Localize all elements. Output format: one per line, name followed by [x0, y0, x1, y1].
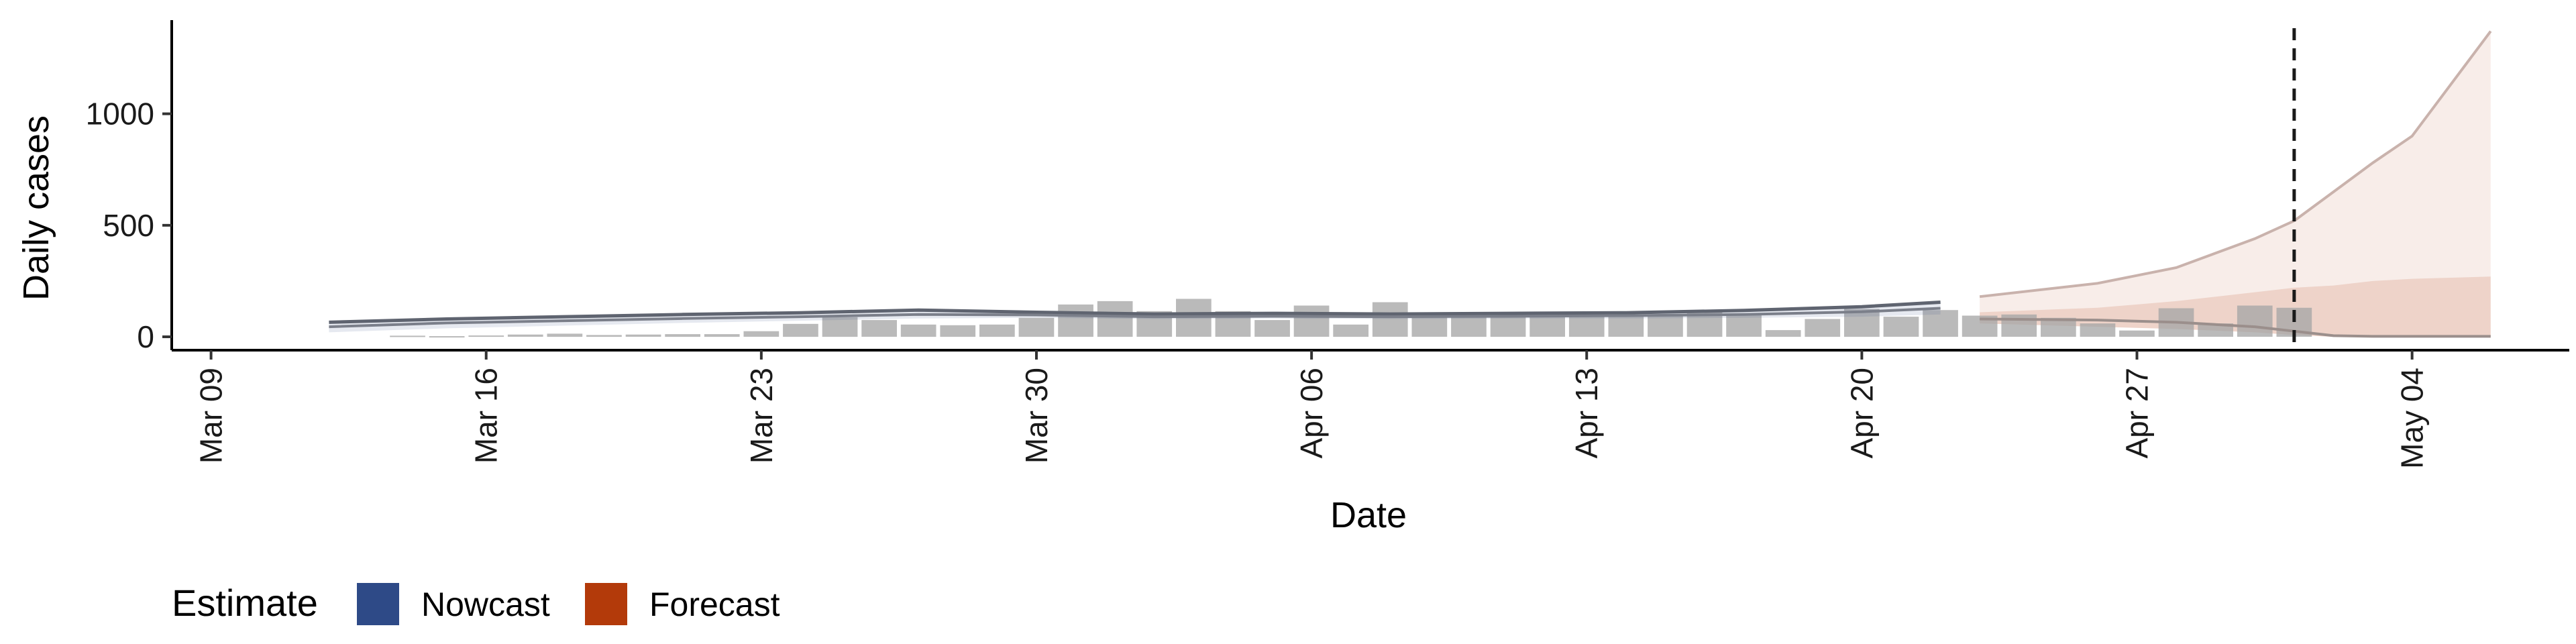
case-bar — [900, 324, 936, 337]
x-tick-label: Apr 06 — [1294, 368, 1329, 459]
case-bar — [2080, 323, 2116, 337]
forecast-band-outer — [1980, 31, 2491, 337]
case-bar — [1765, 330, 1801, 337]
case-bar — [1097, 301, 1133, 337]
case-bar — [586, 335, 622, 337]
ticks: 0 500 1000 Mar 09 Mar 16 Mar 23 Mar 30 Apr 06 Ap… — [86, 97, 2430, 469]
x-tick-label: Mar 23 — [744, 368, 779, 464]
case-bar — [2237, 305, 2273, 337]
case-bar — [704, 334, 740, 337]
legend: Estimate Nowcast Forecast — [172, 582, 780, 625]
case-bar — [1726, 313, 1762, 337]
legend-swatch-nowcast — [357, 583, 399, 625]
y-tick-label: 1000 — [86, 97, 154, 131]
case-bar — [1490, 315, 1526, 337]
nowcast-upper-line — [329, 301, 1941, 324]
case-bar — [429, 336, 465, 338]
y-axis-title: Daily cases — [16, 115, 56, 301]
case-bar — [2119, 330, 2155, 337]
case-bar — [2001, 314, 2037, 337]
case-bar — [743, 331, 780, 337]
case-bar — [1451, 315, 1487, 337]
x-tick-label: May 04 — [2395, 368, 2430, 469]
x-tick-label: Mar 16 — [469, 368, 504, 464]
forecast-bands — [1979, 30, 2492, 337]
y-tick-label: 500 — [103, 208, 154, 243]
legend-title: Estimate — [172, 582, 318, 624]
case-bar — [1844, 309, 1880, 337]
legend-swatch-forecast — [585, 583, 627, 625]
axes — [170, 20, 2569, 352]
y-tick-label: 0 — [137, 319, 154, 354]
case-bar — [1018, 317, 1055, 337]
case-bar — [1254, 320, 1290, 337]
case-bar — [861, 320, 897, 337]
x-axis-title: Date — [1330, 495, 1407, 535]
case-bar — [625, 334, 661, 337]
nowcast-median-line — [329, 307, 1941, 329]
case-bar — [1923, 310, 1958, 337]
case-bar — [468, 335, 504, 337]
legend-label-forecast: Forecast — [649, 586, 780, 623]
x-tick-label: Apr 20 — [1844, 368, 1879, 459]
case-bar — [1293, 305, 1330, 337]
case-bar — [2198, 323, 2233, 337]
case-bar — [1686, 312, 1723, 337]
x-tick-label: Mar 09 — [194, 368, 229, 464]
case-bar — [1805, 319, 1841, 337]
case-bar — [665, 334, 700, 337]
x-tick-label: Apr 13 — [1569, 368, 1604, 459]
case-bar — [547, 333, 583, 337]
legend-label-nowcast: Nowcast — [421, 586, 550, 623]
case-bar — [1372, 302, 1408, 337]
x-tick-label: Mar 30 — [1019, 368, 1054, 464]
case-bars — [390, 299, 2312, 338]
case-bar — [507, 334, 543, 337]
case-bar — [822, 317, 858, 337]
case-bar — [390, 335, 425, 337]
case-bar — [1058, 304, 1093, 337]
forecast-band-inner — [1980, 276, 2491, 337]
case-bar — [1608, 314, 1644, 337]
case-bar — [940, 325, 976, 337]
case-bar — [1648, 315, 1683, 337]
case-bar — [783, 323, 818, 337]
x-tick-label: Apr 27 — [2120, 368, 2155, 459]
case-bar — [1883, 317, 1919, 337]
case-bar — [1529, 314, 1565, 337]
case-bar — [1333, 324, 1368, 337]
case-bar — [979, 324, 1015, 337]
